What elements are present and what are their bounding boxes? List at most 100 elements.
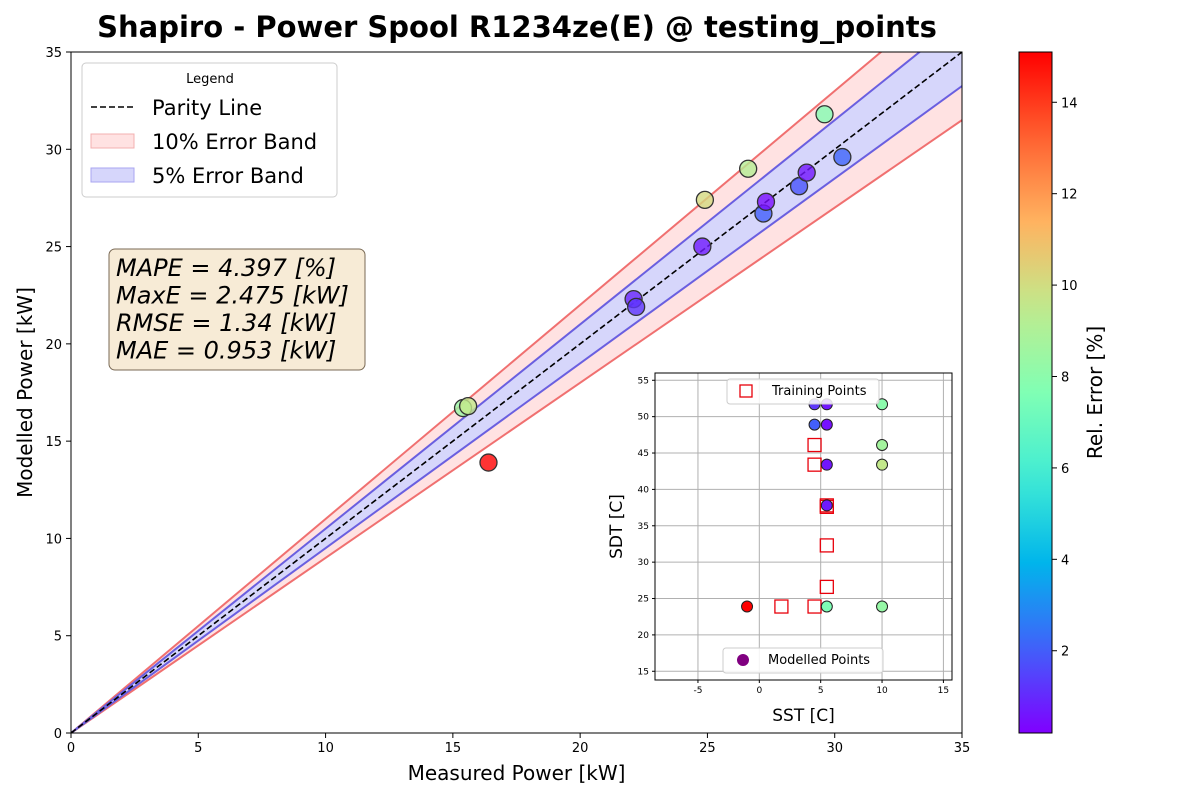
x-tick-label: 15 [445, 741, 462, 756]
error-band-lower-edge [71, 85, 962, 733]
main-axes-frame [70, 51, 963, 734]
main-clip-group [71, 52, 962, 733]
training-point [807, 437, 822, 453]
y-axis-label: Modelled Power [kW] [13, 287, 37, 498]
main-plot-area: 0 5 10 15 20 25 30 35 0 5 10 15 20 25 30 35 Measured Pow… [13, 46, 971, 785]
inset-y-tick-label: 40 [638, 485, 650, 495]
data-point [797, 163, 816, 182]
colorbar: 2 4 6 8 10 12 14 Rel. Error [%] [1018, 51, 1107, 734]
colorbar-tick-label: 4 [1061, 553, 1069, 568]
inset-y-tick-label: 25 [638, 595, 649, 605]
training-point [819, 579, 834, 595]
modelled-point [876, 600, 889, 613]
inset-y-tick-label: 20 [638, 631, 650, 641]
legend-5pct-swatch [90, 167, 135, 183]
stats-box-frame [108, 248, 366, 371]
modelled-legend-swatch [737, 654, 749, 666]
colorbar-tick-label: 10 [1061, 279, 1078, 294]
modelled-point [820, 458, 833, 471]
stats-line: RMSE = 1.34 [kW] [116, 309, 337, 337]
stats-box: MAPE = 4.397 [%]MaxE = 2.475 [kW]RMSE = … [108, 248, 366, 371]
modelled-point [741, 600, 754, 613]
legend: Legend Parity Line 10% Error Band 5% Error … [81, 62, 338, 198]
x-tick-label: 30 [826, 741, 843, 756]
inset-y-tick-label: 55 [638, 376, 649, 386]
y-tick-label: 15 [45, 435, 62, 450]
inset-x-tick-label: -5 [693, 686, 702, 696]
inset-legend-modelled: Modelled Points [722, 647, 884, 674]
data-point [693, 237, 712, 256]
x-tick-label: 5 [194, 741, 202, 756]
x-tick-label: 35 [954, 741, 971, 756]
modelled-point [820, 499, 833, 512]
inset-x-tick-label: 10 [876, 686, 888, 696]
data-point [756, 192, 776, 211]
legend-entry: 10% Error Band [152, 130, 317, 154]
legend-box [81, 62, 338, 198]
legend-entry: Parity Line [152, 96, 262, 120]
error-band-upper-edge [71, 52, 883, 733]
inset-legend-entry: Modelled Points [768, 653, 870, 668]
y-tick-label: 0 [54, 727, 62, 742]
error-band-upper-edge [71, 52, 922, 733]
parity-line [71, 52, 962, 733]
inset-x-tick-label: 15 [938, 686, 949, 696]
data-point [626, 297, 646, 317]
legend-10pct-swatch [90, 133, 135, 149]
y-tick-label: 35 [45, 46, 62, 61]
inset-y-tick-label: 15 [638, 667, 649, 677]
data-point [833, 147, 852, 167]
modelled-point [876, 439, 889, 452]
inset-legend-training: Training Points [726, 378, 880, 405]
stats-line: MAPE = 4.397 [%] [116, 254, 336, 282]
colorbar-tick-label: 14 [1061, 96, 1078, 111]
inset-plot-area: -5 0 5 10 15 15 20 25 30 35 40 45 50 55 SST [C] SDT [C]… [607, 372, 953, 726]
chart-title: Shapiro - Power Spool R1234ze(E) @ testi… [97, 10, 937, 44]
error-band-lower-edge [71, 119, 962, 733]
data-point [479, 453, 498, 472]
colorbar-tick-label: 12 [1061, 188, 1078, 203]
x-tick-label: 10 [317, 741, 334, 756]
colorbar-label: Rel. Error [%] [1083, 326, 1107, 459]
inset-y-tick-label: 45 [638, 449, 649, 459]
inset-background [655, 373, 952, 680]
colorbar-tick-label: 2 [1061, 645, 1069, 660]
y-tick-label: 30 [45, 143, 62, 158]
colorbar-tick-label: 6 [1061, 462, 1069, 477]
inset-x-tick-label: 0 [756, 686, 762, 696]
modelled-point [808, 418, 821, 431]
training-legend-swatch [739, 384, 753, 398]
inset-legend-entry: Training Points [771, 384, 867, 399]
x-axis-label: Measured Power [kW] [408, 761, 626, 785]
colorbar-tick-label: 8 [1061, 371, 1069, 386]
stats-line: MaxE = 2.475 [kW] [116, 282, 349, 310]
inset-legend-box [722, 647, 884, 674]
inset-y-tick-label: 50 [638, 413, 650, 423]
training-point [819, 538, 834, 553]
inset-x-tick-label: 5 [818, 686, 824, 696]
y-tick-label: 20 [45, 338, 62, 353]
data-point [458, 396, 478, 416]
inset-x-axis-label: SST [C] [772, 706, 835, 726]
y-tick-label: 5 [54, 630, 62, 645]
data-point [789, 177, 809, 196]
x-tick-label: 25 [699, 741, 716, 756]
inset-y-tick-label: 30 [638, 558, 650, 568]
legend-entry: 5% Error Band [152, 164, 304, 188]
inset-y-tick-label: 35 [638, 522, 649, 532]
inset-legend-box [726, 378, 880, 405]
y-tick-label: 25 [45, 241, 62, 256]
inset-y-axis-label: SDT [C] [607, 494, 627, 559]
modelled-point [820, 418, 833, 431]
legend-title: Legend [186, 72, 234, 87]
x-tick-label: 20 [572, 741, 589, 756]
x-tick-label: 0 [67, 741, 75, 756]
training-point [774, 599, 789, 614]
data-point [695, 190, 715, 210]
data-point [815, 105, 834, 124]
modelled-point [820, 600, 833, 613]
modelled-point [876, 458, 889, 471]
inset-axes-frame [654, 372, 953, 681]
colorbar-gradient [1018, 51, 1053, 734]
